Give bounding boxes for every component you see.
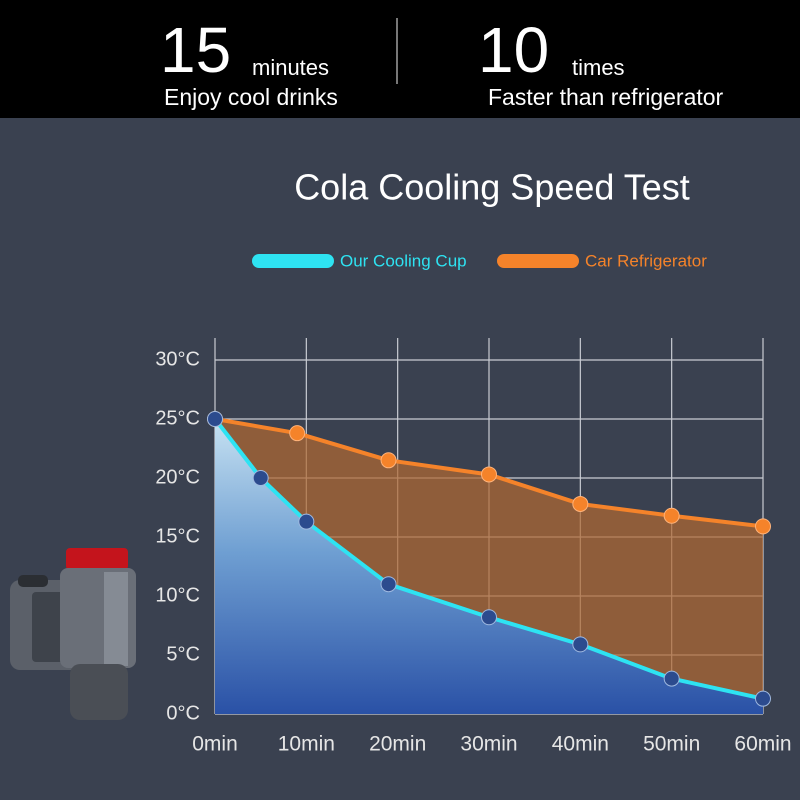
data-point <box>572 495 589 512</box>
y-tick-label: 5°C <box>166 643 200 665</box>
header-caption: Faster than refrigerator <box>488 84 724 110</box>
data-point <box>481 466 497 483</box>
data-point <box>755 690 771 707</box>
y-tick-label: 15°C <box>155 525 200 547</box>
y-tick-label: 10°C <box>155 584 200 606</box>
x-tick-label: 20min <box>369 733 426 756</box>
data-point <box>481 609 497 626</box>
x-tick-label: 40min <box>552 733 609 756</box>
series-line <box>213 417 764 701</box>
data-point <box>380 452 397 469</box>
legend-swatch <box>252 254 334 268</box>
data-point <box>755 518 771 535</box>
data-point <box>572 636 589 653</box>
x-tick-label: 30min <box>460 733 517 756</box>
y-tick-label: 30°C <box>155 348 200 370</box>
header-number: 10 <box>478 14 549 86</box>
data-point <box>663 507 680 524</box>
data-point <box>252 470 269 486</box>
header-number: 15 <box>160 14 231 86</box>
plot: 0°C 5°C 10°C 15°C 20°C 25°C 30°C 0min 10min 20min… <box>155 251 791 755</box>
data-point <box>289 425 306 442</box>
legend-label: Car Refrigerator <box>585 251 707 270</box>
data-point <box>380 576 397 593</box>
legend-swatch <box>497 254 579 268</box>
header-unit: times <box>572 55 625 80</box>
y-tick-label: 0°C <box>166 702 200 724</box>
data-point <box>663 670 680 687</box>
header-caption: Enjoy cool drinks <box>164 84 338 110</box>
x-tick-label: 50min <box>643 733 700 756</box>
chart-title: Cola Cooling Speed Test <box>294 167 690 208</box>
y-tick-label: 20°C <box>155 466 200 488</box>
header-unit: minutes <box>252 55 329 80</box>
data-point <box>207 411 223 427</box>
data-point <box>298 513 315 530</box>
x-tick-label: 0min <box>192 733 238 756</box>
series-area <box>215 419 763 714</box>
product-image <box>10 548 136 720</box>
x-tick-label: 10min <box>278 733 335 756</box>
header-bar <box>0 0 800 118</box>
legend-label: Our Cooling Cup <box>340 251 467 270</box>
y-tick-label: 25°C <box>155 407 200 429</box>
x-tick-label: 60min <box>734 733 791 756</box>
